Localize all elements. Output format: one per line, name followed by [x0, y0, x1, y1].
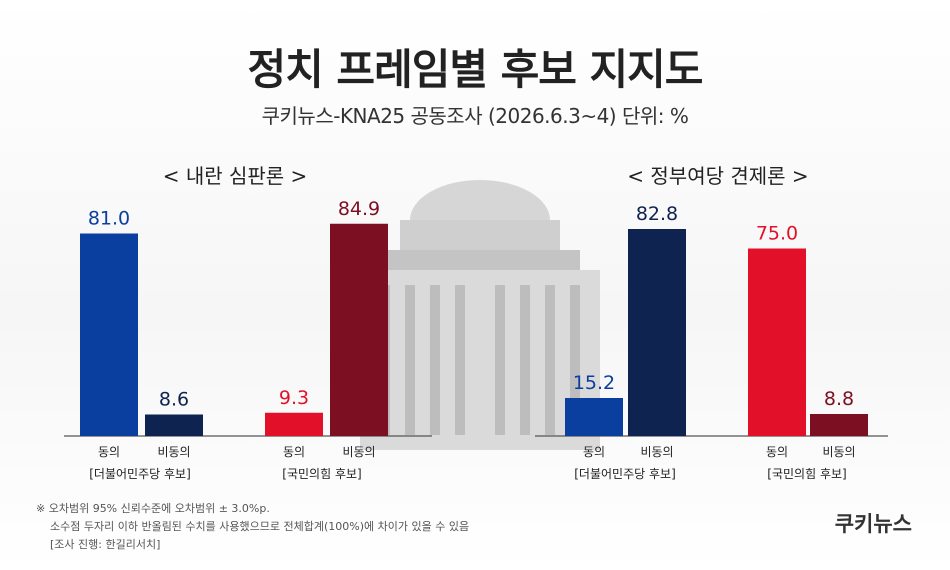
national-assembly-illustration — [360, 180, 600, 450]
group-label: [더불어민주당 후보] — [89, 467, 191, 481]
bar-value-label: 8.6 — [159, 389, 189, 411]
x-tick-label: 비동의 — [640, 445, 673, 459]
bar-value-label: 81.0 — [88, 208, 130, 230]
x-tick-label: 동의 — [283, 445, 305, 459]
footnote-rounding: 소수점 두자리 이하 반올림된 수치를 사용했으므로 전체합계(100%)에 차… — [50, 520, 470, 533]
bar-value-label: 15.2 — [573, 372, 615, 394]
bar-value-label: 82.8 — [636, 203, 678, 225]
group-label: [더불어민주당 후보] — [574, 467, 676, 481]
footnote-source: [조사 진행: 한길리서치] — [50, 538, 161, 551]
bar-value-label: 9.3 — [279, 387, 309, 409]
page-title: 정치 프레임별 후보 지지도 — [247, 45, 704, 94]
brand-logo: 쿠키뉴스 — [834, 512, 912, 536]
x-tick-label: 동의 — [583, 445, 605, 459]
x-tick-label: 동의 — [766, 445, 788, 459]
page-subtitle: 쿠키뉴스-KNA25 공동조사 (2026.6.3~4) 단위: % — [261, 104, 689, 128]
x-tick-label: 동의 — [98, 445, 120, 459]
bar — [748, 248, 806, 436]
bar — [265, 412, 323, 436]
x-tick-label: 비동의 — [822, 445, 855, 459]
chart-title-right: < 정부여당 견제론 > — [627, 164, 809, 188]
bar — [628, 229, 686, 436]
group-label: [국민의힘 후보] — [282, 467, 361, 481]
footnotes: ※ 오차범위 95% 신뢰수준에 오차범위 ± 3.0%p. 소수점 두자리 이… — [36, 500, 469, 554]
bar — [810, 414, 868, 436]
x-tick-label: 비동의 — [157, 445, 190, 459]
bar — [80, 233, 138, 436]
bar — [330, 223, 388, 436]
footnote-margin-of-error: ※ 오차범위 95% 신뢰수준에 오차범위 ± 3.0%p. — [36, 502, 270, 515]
chart-title-left: < 내란 심판론 > — [162, 164, 308, 188]
bar — [565, 398, 623, 436]
bar-value-label: 84.9 — [338, 198, 380, 220]
group-label: [국민의힘 후보] — [767, 467, 846, 481]
bar-value-label: 8.8 — [824, 388, 854, 410]
bar-value-label: 75.0 — [756, 223, 798, 245]
x-tick-label: 비동의 — [342, 445, 375, 459]
bar — [145, 414, 203, 436]
